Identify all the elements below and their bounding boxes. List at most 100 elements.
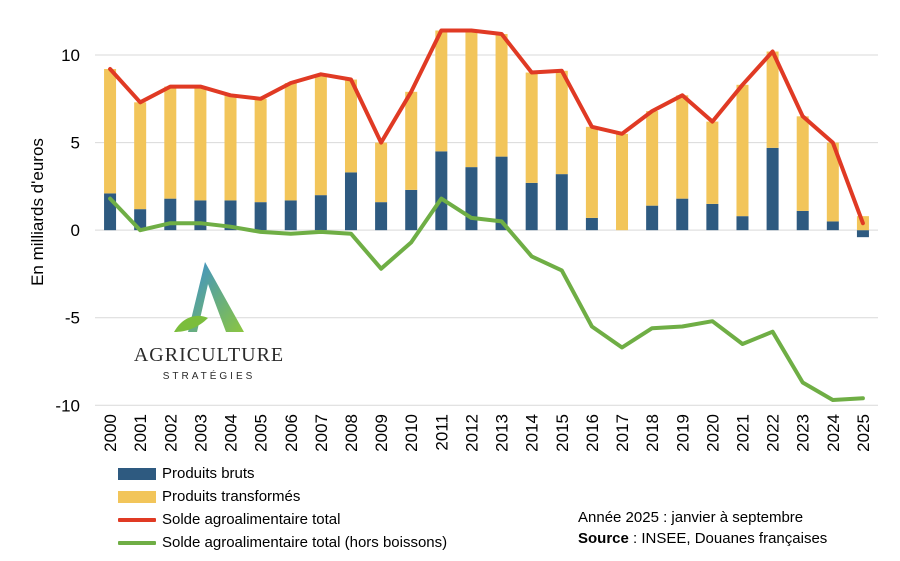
x-tick-label: 2015 [553,414,572,452]
source-note: Source : INSEE, Douanes françaises [578,528,827,549]
bar-produits-transformes [676,95,689,199]
y-tick-label: 10 [61,46,80,65]
bar-produits-bruts [344,172,357,231]
legend-label: Solde agroalimentaire total (hors boisso… [162,534,448,551]
bar-produits-bruts [646,205,659,231]
x-tick-label: 2005 [252,414,271,452]
agriculture-strategies-logo [174,262,244,332]
bar-produits-bruts [314,195,327,231]
bar-produits-transformes [465,30,478,168]
x-tick-label: 2006 [282,414,301,452]
bar-produits-transformes [585,126,598,218]
legend-swatch [118,540,156,545]
bar-produits-bruts [826,221,839,231]
bar-produits-bruts [405,189,418,231]
y-axis-label: En milliards d'euros [28,138,47,286]
x-tick-label: 2010 [402,414,421,452]
logo-subtitle: STRATÉGIES [162,371,256,382]
bar-produits-transformes [375,142,388,203]
bar-produits-transformes [134,102,147,210]
bar-produits-bruts [856,230,869,238]
legend-label: Produits bruts [162,465,255,482]
legend-item-solde-hors-boissons: Solde agroalimentaire total (hors boisso… [118,531,447,554]
legend-swatch [118,467,156,480]
x-tick-label: 2009 [372,414,391,452]
source-text: : INSEE, Douanes françaises [628,530,828,547]
y-tick-label: -5 [65,309,80,328]
bar-produits-transformes [826,142,839,222]
legend-label: Produits transformés [162,488,301,505]
line-solde-total [108,28,865,226]
line-solde-hors-boissons [108,196,865,402]
bar-produits-transformes [284,83,297,201]
bar-produits-transformes [525,72,538,183]
bar-produits-transformes [766,51,779,148]
bar-produits-transformes [314,74,327,196]
legend: Produits bruts Produits transformés Sold… [118,462,447,554]
bar-produits-transformes [706,121,719,204]
x-tick-label: 2002 [161,414,180,452]
x-tick-label: 2025 [854,414,873,452]
x-tick-label: 2004 [222,414,241,452]
bar-produits-bruts [555,174,568,231]
x-tick-label: 2018 [643,414,662,452]
bar-produits-transformes [194,86,207,201]
y-tick-label: 0 [71,221,80,240]
x-tick-label: 2003 [191,414,210,452]
period-note: Année 2025 : janvier à septembre [578,509,804,526]
chart-note: Année 2025 : janvier à septembre Source … [578,507,827,549]
x-tick-label: 2024 [824,414,843,452]
x-tick-label: 2022 [764,414,783,452]
y-tick-label: 5 [71,134,80,153]
bar-produits-transformes [495,34,508,157]
legend-item-produits-transformes: Produits transformés [118,485,447,508]
bar-produits-transformes [164,86,177,199]
x-tick-label: 2021 [734,414,753,452]
bar-produits-bruts [224,200,237,231]
bar-produits-bruts [495,156,508,231]
bar-produits-bruts [435,151,448,231]
source-label: Source [578,530,629,547]
legend-item-produits-bruts: Produits bruts [118,462,447,485]
bar-produits-transformes [616,133,629,231]
y-tick-label: -10 [55,396,80,415]
legend-item-solde-total: Solde agroalimentaire total [118,508,447,531]
legend-label: Solde agroalimentaire total [162,511,341,528]
bar-produits-bruts [585,217,598,231]
bar-produits-bruts [465,167,478,231]
bar-produits-transformes [435,30,448,152]
x-tick-label: 2023 [794,414,813,452]
bar-produits-bruts [375,202,388,231]
bar-produits-bruts [525,182,538,231]
x-tick-label: 2007 [312,414,331,452]
x-tick-label: 2008 [342,414,361,452]
bar-produits-transformes [736,84,749,217]
x-tick-label: 2016 [583,414,602,452]
legend-swatch [118,517,156,522]
legend-swatch [118,490,156,503]
x-tick-label: 2012 [462,414,481,452]
bar-produits-transformes [555,70,568,175]
bar-produits-transformes [344,79,357,173]
bar-produits-transformes [254,98,267,203]
logo-wordmark: AGRICULTURE [133,344,285,366]
bar-produits-bruts [284,200,297,231]
bar-produits-transformes [405,91,418,190]
x-tick-label: 2011 [432,414,451,451]
x-tick-label: 2014 [523,414,542,452]
bar-produits-bruts [736,216,749,231]
bar-produits-transformes [104,69,117,194]
x-tick-label: 2013 [493,414,512,452]
bar-produits-bruts [766,147,779,231]
x-tick-label: 2020 [703,414,722,452]
bar-produits-bruts [706,203,719,231]
bar-produits-bruts [676,198,689,231]
bar-produits-transformes [646,111,659,206]
x-tick-label: 2001 [131,414,150,452]
x-tick-label: 2017 [613,414,632,452]
x-tick-label: 2019 [673,414,692,452]
bar-produits-transformes [224,95,237,201]
bar-produits-bruts [254,202,267,231]
x-tick-label: 2000 [101,414,120,452]
